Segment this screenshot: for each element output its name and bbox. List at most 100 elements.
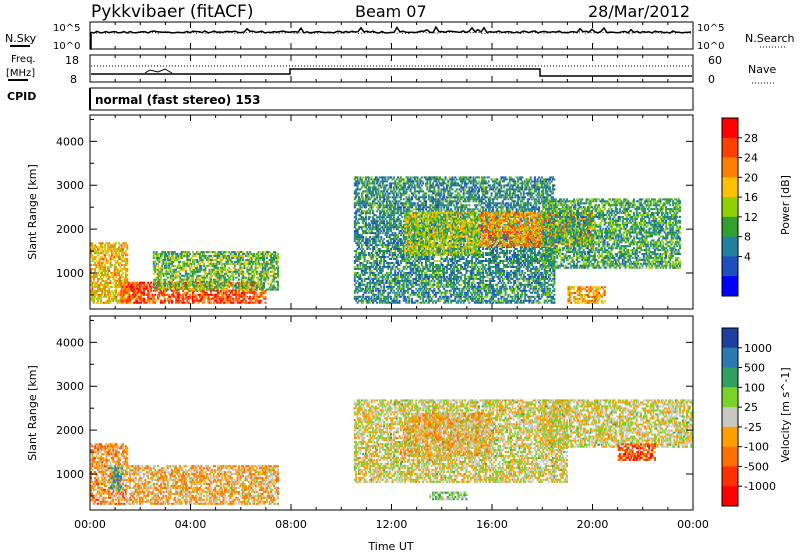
range-gate-cell xyxy=(172,291,175,294)
range-gate-cell xyxy=(229,289,232,292)
range-gate-cell xyxy=(112,252,115,255)
range-gate-cell xyxy=(372,238,374,241)
range-gate-cell xyxy=(360,287,363,290)
range-gate-cell xyxy=(377,256,380,258)
range-gate-cell xyxy=(372,291,374,294)
range-gate-cell xyxy=(433,190,436,193)
range-gate-cell xyxy=(257,284,260,287)
range-gate-cell xyxy=(157,264,159,267)
range-gate-cell xyxy=(392,240,395,243)
range-gate-cell xyxy=(175,272,178,275)
range-gate-cell xyxy=(413,184,416,187)
range-gate-cell xyxy=(176,299,179,302)
range-gate-cell xyxy=(376,196,379,199)
range-gate-cell xyxy=(425,200,427,203)
range-gate-cell xyxy=(157,253,159,255)
range-gate-cell xyxy=(387,212,390,215)
range-gate-cell xyxy=(362,240,365,243)
range-gate-cell xyxy=(226,260,229,263)
range-gate-cell xyxy=(268,262,271,265)
range-gate-cell xyxy=(429,184,432,187)
range-gate-cell xyxy=(426,260,429,262)
range-gate-cell xyxy=(391,265,394,268)
range-gate-cell xyxy=(427,299,430,302)
range-gate-cell xyxy=(154,266,157,269)
range-gate-cell xyxy=(433,293,436,296)
range-gate-cell xyxy=(168,295,171,298)
range-gate-cell xyxy=(238,260,240,263)
range-gate-cell xyxy=(388,216,391,219)
range-gate-cell xyxy=(373,262,376,264)
range-gate-cell xyxy=(183,291,186,294)
range-gate-cell xyxy=(186,274,189,277)
range-gate-cell xyxy=(366,246,369,249)
range-gate-cell xyxy=(429,208,432,211)
range-gate-cell xyxy=(161,260,164,263)
range-gate-cell xyxy=(441,258,444,260)
range-gate-cell xyxy=(246,262,249,265)
range-gate-cell xyxy=(367,190,370,193)
range-gate-cell xyxy=(270,282,273,285)
range-gate-cell xyxy=(409,271,412,274)
range-gate-cell xyxy=(412,264,415,266)
range-gate-cell xyxy=(175,253,178,255)
range-gate-cell xyxy=(256,299,259,302)
range-gate-cell xyxy=(102,252,105,255)
range-gate-cell xyxy=(233,253,236,255)
range-gate-cell xyxy=(221,274,224,277)
range-gate-cell xyxy=(109,293,112,296)
range-gate-cell xyxy=(365,200,367,203)
range-gate-cell xyxy=(388,226,391,229)
range-gate-cell xyxy=(275,257,278,259)
range-gate-cell xyxy=(133,301,136,304)
range-gate-cell xyxy=(226,299,229,302)
range-gate-cell xyxy=(433,273,436,276)
range-gate-cell xyxy=(384,226,387,229)
range-gate-cell xyxy=(427,206,430,209)
range-gate-cell xyxy=(136,299,139,302)
range-gate-cell xyxy=(356,200,359,203)
range-gate-cell xyxy=(191,289,194,292)
range-gate-cell xyxy=(404,206,407,209)
range-gate-cell xyxy=(370,238,373,241)
range-gate-cell xyxy=(110,297,113,300)
range-gate-cell xyxy=(272,260,275,263)
range-gate-cell xyxy=(432,186,434,189)
range-gate-cell xyxy=(186,286,189,289)
range-gate-cell xyxy=(236,286,239,289)
range-gate-cell xyxy=(193,282,196,285)
range-gate-cell xyxy=(187,262,190,265)
range-gate-cell xyxy=(238,251,240,254)
range-gate-cell xyxy=(119,270,122,272)
range-gate-cell xyxy=(383,285,386,288)
range-gate-cell xyxy=(370,190,373,193)
range-gate-cell xyxy=(275,288,278,291)
range-gate-cell xyxy=(378,289,381,292)
range-gate-cell xyxy=(224,284,226,287)
range-gate-cell xyxy=(388,283,391,286)
range-gate-cell xyxy=(90,242,92,245)
range-gate-cell xyxy=(193,289,196,292)
range-gate-cell xyxy=(436,269,439,272)
range-gate-cell xyxy=(171,301,173,304)
range-gate-cell xyxy=(388,254,391,256)
range-gate-cell xyxy=(194,288,197,291)
range-gate-cell xyxy=(426,291,429,294)
range-gate-cell xyxy=(359,281,362,284)
range-gate-cell xyxy=(441,265,444,268)
range-gate-cell xyxy=(119,248,122,251)
range-gate-cell xyxy=(377,281,380,284)
range-gate-cell xyxy=(381,279,384,282)
range-gate-cell xyxy=(203,278,206,281)
range-gate-cell xyxy=(436,273,439,276)
range-gate-cell xyxy=(126,274,129,276)
range-gate-cell xyxy=(169,282,172,285)
range-gate-cell xyxy=(388,281,391,284)
range-gate-cell xyxy=(117,252,120,255)
range-gate-cell xyxy=(363,230,366,233)
range-gate-cell xyxy=(385,250,388,252)
range-gate-cell xyxy=(106,285,109,288)
range-gate-cell xyxy=(143,293,145,296)
range-gate-cell xyxy=(434,178,437,181)
range-gate-cell xyxy=(367,287,370,290)
